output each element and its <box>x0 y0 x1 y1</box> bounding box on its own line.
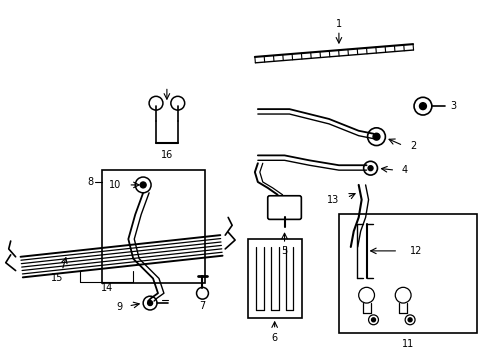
Text: 10: 10 <box>109 180 121 190</box>
Circle shape <box>371 318 375 322</box>
Text: 14: 14 <box>100 283 112 293</box>
Circle shape <box>419 103 426 109</box>
Text: 2: 2 <box>409 140 415 150</box>
Text: 12: 12 <box>409 246 422 256</box>
Bar <box>338 215 476 333</box>
Text: 15: 15 <box>51 274 63 283</box>
Text: 6: 6 <box>271 333 277 342</box>
Bar <box>247 239 302 318</box>
Text: 4: 4 <box>400 165 407 175</box>
Text: 1: 1 <box>335 19 341 30</box>
Text: 16: 16 <box>161 150 173 161</box>
Bar <box>102 170 205 283</box>
Text: 8: 8 <box>87 177 94 187</box>
Circle shape <box>407 318 411 322</box>
Circle shape <box>140 182 146 188</box>
Circle shape <box>372 133 379 140</box>
FancyBboxPatch shape <box>267 196 301 219</box>
Text: 3: 3 <box>450 101 456 111</box>
Circle shape <box>147 301 152 306</box>
Text: 7: 7 <box>199 301 205 311</box>
Text: 13: 13 <box>326 195 338 205</box>
Text: 11: 11 <box>401 339 413 350</box>
Circle shape <box>367 166 372 171</box>
Text: 9: 9 <box>116 302 122 312</box>
Text: 5: 5 <box>281 246 287 256</box>
